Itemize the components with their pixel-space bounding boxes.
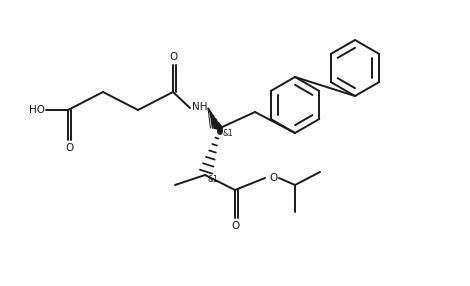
Text: O: O [65, 143, 73, 153]
Text: O: O [170, 52, 178, 62]
Text: &1: &1 [223, 130, 234, 138]
Text: NH: NH [192, 102, 208, 112]
Text: &1: &1 [208, 176, 219, 184]
Text: O: O [232, 221, 240, 231]
Text: HO: HO [29, 105, 45, 115]
Text: O: O [269, 173, 277, 183]
Polygon shape [207, 108, 222, 129]
